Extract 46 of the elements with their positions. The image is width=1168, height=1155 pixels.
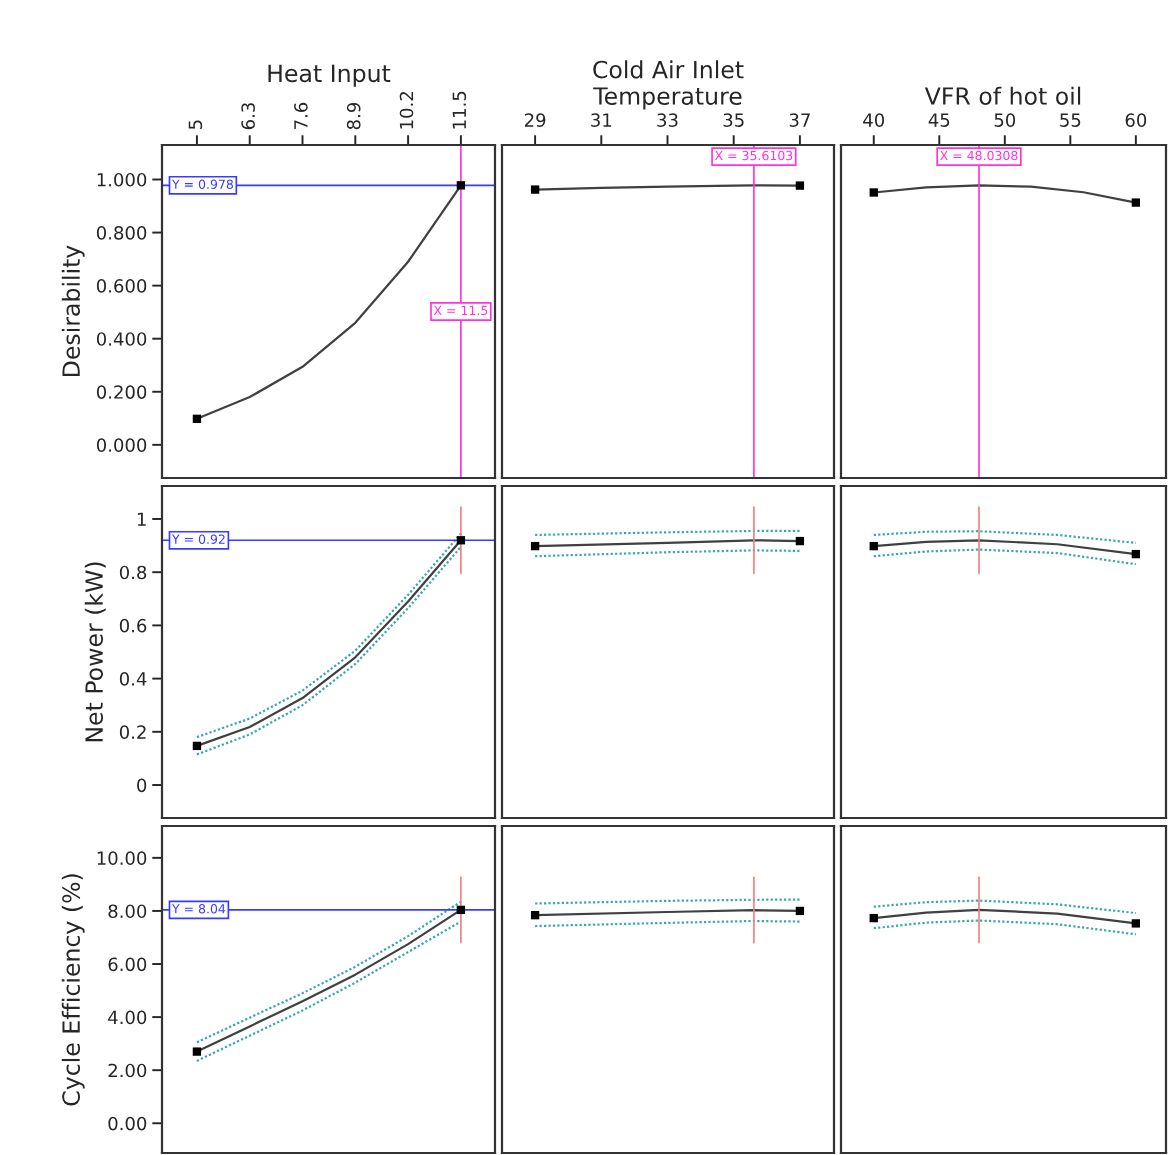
y-tick-label: 1 (137, 512, 146, 526)
x-axis-title: Heat Input (268, 64, 391, 87)
x-tick-label: 8.9 (346, 102, 361, 130)
y-tick-label: 2.00 (108, 1063, 147, 1078)
x-axis-title: VFR of hot oil (924, 86, 1081, 105)
y-tick-label: 0.2 (119, 725, 146, 739)
y-tick-label: 0.6 (119, 618, 147, 633)
x-tick-label: 55 (1060, 113, 1081, 127)
x-tick-label: 7.6 (294, 102, 308, 129)
ref-line-label: X = 48.0308 (940, 150, 1018, 161)
y-axis-title: Desirability (61, 245, 85, 376)
x-tick-label: 29 (524, 113, 546, 127)
x-tick-label: 37 (789, 113, 810, 127)
y-tick-label: 0.800 (96, 226, 147, 240)
y-tick-label: 0.000 (96, 438, 147, 452)
y-tick-label: 0.400 (96, 332, 147, 346)
x-tick-label: 31 (591, 113, 612, 127)
y-tick-label: 0.4 (119, 672, 147, 686)
x-tick-label: 6.3 (241, 103, 255, 130)
ref-line-label: Y = 0.978 (171, 179, 233, 189)
y-axis-title: Cycle Efficiency (%) (61, 874, 85, 1106)
x-tick-label: 11.5 (452, 91, 467, 129)
x-axis-title: Cold Air Inlet Temperature (593, 60, 744, 110)
y-tick-label: 1.000 (97, 172, 147, 187)
y-tick-label: 0.200 (96, 385, 147, 399)
x-tick-label: 33 (657, 113, 678, 127)
ref-line-label: X = 11.5 (433, 305, 488, 316)
y-tick-label: 0.8 (119, 565, 147, 580)
x-tick-label: 60 (1125, 113, 1147, 127)
ref-line-label: X = 35.6103 (714, 150, 793, 161)
x-tick-label: 5 (188, 120, 203, 130)
y-tick-label: 0 (137, 778, 147, 793)
y-tick-label: 0.600 (96, 279, 147, 293)
y-tick-label: 4.00 (108, 1010, 147, 1025)
y-tick-label: 10.00 (97, 851, 147, 865)
y-tick-label: 0.00 (108, 1116, 147, 1131)
y-axis-title: Net Power (kW) (84, 562, 106, 742)
x-tick-label: 45 (928, 113, 950, 127)
x-tick-label: 50 (994, 113, 1016, 127)
x-tick-label: 40 (863, 113, 885, 127)
ref-line-label: Y = 0.92 (171, 534, 225, 544)
y-tick-label: 6.00 (108, 957, 147, 972)
x-tick-label: 35 (723, 113, 744, 127)
x-tick-label: 10.2 (399, 92, 414, 129)
ref-line-label: Y = 8.04 (171, 904, 226, 914)
y-tick-label: 8.00 (108, 904, 147, 919)
